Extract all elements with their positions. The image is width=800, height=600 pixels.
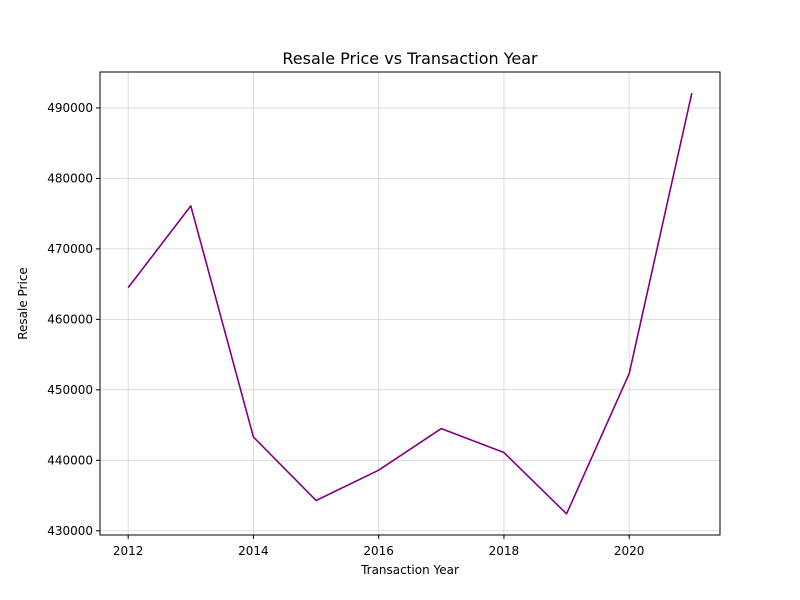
x-tick-label: 2014 (238, 544, 269, 558)
y-tick-label: 490000 (47, 101, 93, 115)
tick-layer: 2012 2014 2016 2018 2020 430000 440000 450000 46… (47, 101, 644, 558)
plot-frame (99, 71, 721, 536)
grid-layer (100, 72, 720, 535)
y-tick-label: 450000 (47, 383, 93, 397)
y-tick-label: 460000 (47, 312, 93, 326)
x-tick-label: 2018 (489, 544, 520, 558)
y-tick-label: 470000 (47, 242, 93, 256)
x-axis-label: Transaction Year (360, 563, 459, 577)
series-line (127, 92, 693, 515)
series-layer (127, 92, 693, 515)
x-tick-label: 2012 (113, 544, 144, 558)
y-tick-label: 430000 (47, 524, 93, 538)
x-tick-label: 2016 (363, 544, 394, 558)
x-tick-label: 2020 (614, 544, 645, 558)
y-axis-label: Resale Price (16, 267, 30, 340)
y-tick-label: 440000 (47, 453, 93, 467)
y-tick-label: 480000 (47, 171, 93, 185)
chart-title: Resale Price vs Transaction Year (282, 49, 538, 68)
